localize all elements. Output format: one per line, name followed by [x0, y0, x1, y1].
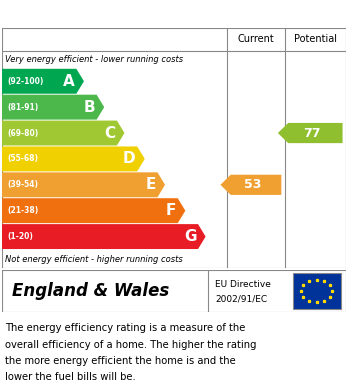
Polygon shape	[2, 95, 104, 120]
Polygon shape	[220, 175, 281, 195]
Text: 53: 53	[244, 178, 261, 191]
Text: EU Directive: EU Directive	[215, 280, 271, 289]
Text: (81-91): (81-91)	[7, 103, 38, 112]
Text: The energy efficiency rating is a measure of the: The energy efficiency rating is a measur…	[6, 323, 246, 333]
Polygon shape	[2, 172, 165, 197]
Text: 2002/91/EC: 2002/91/EC	[215, 295, 267, 304]
Text: B: B	[83, 100, 95, 115]
Text: Very energy efficient - lower running costs: Very energy efficient - lower running co…	[6, 55, 183, 64]
Text: Potential: Potential	[294, 34, 337, 45]
Text: E: E	[145, 177, 156, 192]
Text: (1-20): (1-20)	[7, 232, 33, 241]
Text: lower the fuel bills will be.: lower the fuel bills will be.	[6, 373, 136, 382]
Text: D: D	[123, 151, 135, 167]
Text: England & Wales: England & Wales	[12, 282, 169, 300]
Text: 77: 77	[303, 127, 321, 140]
Text: overall efficiency of a home. The higher the rating: overall efficiency of a home. The higher…	[6, 339, 257, 350]
Text: (39-54): (39-54)	[7, 180, 38, 189]
Text: F: F	[166, 203, 176, 218]
Polygon shape	[2, 198, 185, 223]
Text: the more energy efficient the home is and the: the more energy efficient the home is an…	[6, 356, 236, 366]
Polygon shape	[2, 147, 145, 171]
Text: (55-68): (55-68)	[7, 154, 38, 163]
Text: (69-80): (69-80)	[7, 129, 38, 138]
Text: C: C	[104, 126, 115, 140]
Text: Current: Current	[238, 34, 275, 45]
Polygon shape	[2, 69, 84, 94]
FancyBboxPatch shape	[293, 273, 341, 308]
Text: G: G	[184, 229, 196, 244]
Text: Energy Efficiency Rating: Energy Efficiency Rating	[9, 4, 230, 18]
Text: A: A	[63, 74, 74, 89]
Text: (92-100): (92-100)	[7, 77, 44, 86]
Polygon shape	[2, 224, 206, 249]
Polygon shape	[2, 120, 125, 145]
Text: (21-38): (21-38)	[7, 206, 38, 215]
Polygon shape	[278, 123, 342, 143]
Text: Not energy efficient - higher running costs: Not energy efficient - higher running co…	[6, 255, 183, 264]
